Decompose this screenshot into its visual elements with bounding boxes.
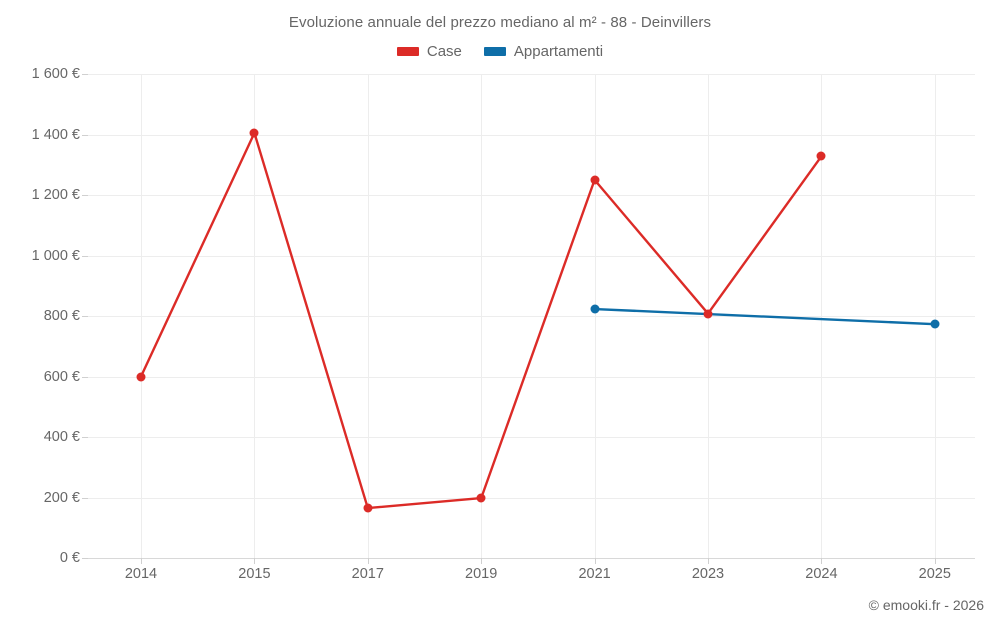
series-lines — [139, 131, 936, 510]
y-axis-labels: 0 € 200 € 400 € 600 € 800 € 1 000 € 1 200 € 1 4… — [0, 0, 80, 625]
legend-item-case[interactable]: Case — [396, 43, 462, 60]
data-point[interactable] — [590, 175, 600, 185]
gridline-vertical — [821, 74, 823, 558]
x-axis-tick — [254, 558, 256, 564]
x-axis-tick-label: 2019 — [465, 566, 498, 582]
x-axis-line — [88, 558, 975, 559]
y-axis-tick-label: 0 € — [59, 550, 80, 566]
x-axis-tick-label: 2025 — [918, 566, 951, 582]
x-axis-tick-label: 2017 — [351, 566, 384, 582]
y-axis-tick-label: 1 400 € — [31, 126, 80, 143]
gridline-horizontal — [88, 74, 975, 75]
data-point[interactable] — [590, 304, 600, 314]
data-point[interactable] — [249, 128, 259, 138]
gridline-vertical — [934, 74, 936, 558]
y-axis-tick — [82, 255, 88, 257]
y-axis-tick-label: 800 € — [43, 308, 80, 324]
gridline-horizontal — [88, 497, 975, 499]
y-axis-tick-label: 1 200 € — [31, 187, 80, 203]
gridline-horizontal — [88, 376, 975, 378]
gridline-horizontal — [88, 437, 975, 438]
y-axis-tick — [82, 497, 88, 499]
legend-swatch-case — [396, 47, 419, 56]
plot-area — [88, 74, 975, 559]
chart-legend: Case Appartamenti — [0, 43, 1000, 60]
x-axis-tick — [481, 558, 483, 564]
y-axis-tick — [82, 437, 88, 438]
y-axis-tick — [82, 195, 88, 196]
gridline-vertical — [594, 74, 596, 558]
x-axis-tick-label: 2014 — [124, 566, 158, 582]
gridline-horizontal — [88, 195, 975, 196]
footer-credit: © emooki.fr - 2026 — [868, 597, 984, 613]
data-point[interactable] — [816, 151, 826, 161]
data-point[interactable] — [930, 319, 940, 329]
gridline-vertical — [254, 74, 256, 558]
gridline-horizontal — [88, 134, 975, 136]
data-point[interactable] — [476, 493, 486, 503]
series-line-case — [139, 131, 823, 510]
y-axis-tick-label: 400 € — [43, 429, 80, 445]
y-axis-tick-label: 1 600 € — [31, 66, 80, 82]
chart-title: Evoluzione annuale del prezzo mediano al… — [288, 14, 712, 31]
gridline-horizontal — [88, 255, 975, 257]
x-axis-tick-label: 2015 — [238, 566, 271, 582]
data-point[interactable] — [363, 503, 373, 513]
gridline-vertical — [367, 74, 369, 558]
data-point[interactable] — [136, 372, 146, 381]
legend-item-appartamenti[interactable]: Appartamenti — [483, 43, 604, 60]
y-axis-tick-label: 600 € — [43, 368, 80, 385]
y-axis-tick-label: 1 000 € — [31, 247, 80, 264]
x-axis-tick — [594, 558, 596, 564]
y-axis-tick — [82, 376, 88, 378]
y-axis-tick — [82, 134, 88, 136]
gridline-horizontal — [88, 316, 975, 317]
legend-label-case: Case — [426, 43, 462, 60]
series-line-appartamenti — [593, 307, 936, 326]
x-axis-tick — [708, 558, 709, 564]
x-axis-tick — [141, 558, 142, 564]
y-axis-tick — [82, 558, 88, 559]
x-axis-tick-label: 2024 — [805, 566, 838, 582]
data-point[interactable] — [703, 309, 713, 319]
x-axis-tick-label: 2023 — [691, 566, 725, 582]
x-axis-tick — [821, 558, 823, 564]
x-axis-tick-label: 2021 — [578, 566, 611, 582]
x-axis-tick — [934, 558, 936, 564]
x-axis-tick — [367, 558, 369, 564]
legend-label-appartamenti: Appartamenti — [513, 43, 604, 60]
gridline-vertical — [141, 74, 142, 558]
y-axis-tick — [82, 316, 88, 317]
y-axis-tick — [82, 74, 88, 75]
legend-swatch-appartamenti — [483, 47, 506, 56]
y-axis-tick-label: 200 € — [43, 489, 80, 506]
gridline-vertical — [481, 74, 483, 558]
